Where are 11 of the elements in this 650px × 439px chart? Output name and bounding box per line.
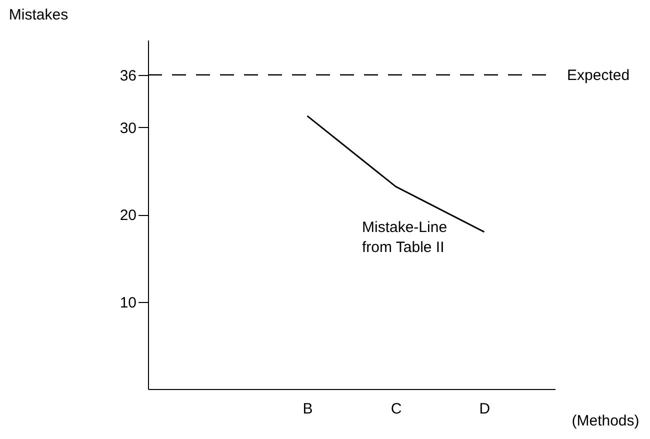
x-tick-label: C (390, 400, 402, 418)
series-label: Mistake-Line from Table II (362, 219, 448, 256)
x-tick-label: B (302, 400, 313, 418)
ref-line-label: Expected (567, 66, 630, 84)
y-tick-label: 36 (120, 67, 136, 84)
y-tick-label: 30 (120, 120, 136, 137)
y-tick-label: 10 (120, 294, 136, 312)
x-axis-title: (Methods) (572, 412, 640, 430)
x-tick-label: D (479, 400, 490, 418)
y-tick-label: 20 (120, 207, 136, 224)
y-axis-title: Mistakes (8, 6, 68, 24)
